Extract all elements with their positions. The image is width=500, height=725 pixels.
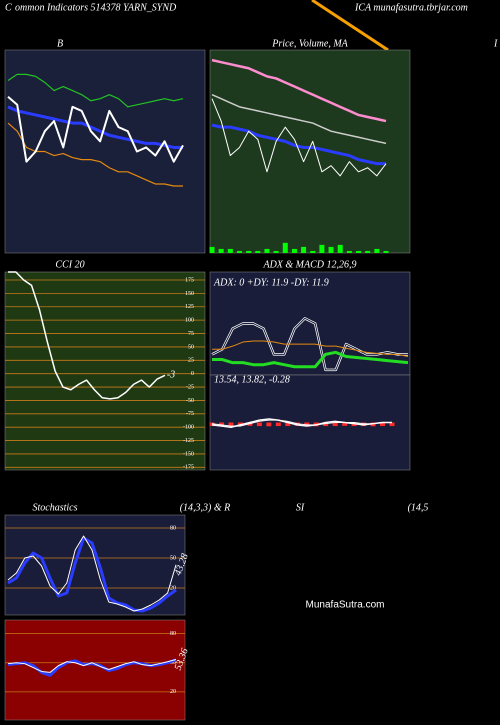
bar — [273, 250, 279, 253]
y-tick-label: -175 — [183, 465, 194, 471]
bar — [291, 248, 297, 253]
y-tick-label: -100 — [183, 425, 194, 431]
series-line — [212, 340, 409, 357]
bar — [374, 248, 380, 253]
bar — [301, 246, 307, 253]
y-tick-label: 80 — [170, 631, 176, 637]
chart-title: Price, Volume, MA — [271, 38, 348, 49]
y-tick-label: 75 — [188, 331, 194, 337]
y-tick-label: 50 — [170, 555, 176, 561]
charts: B Price, Volume, MA 175 150 125 100 75 50 25 0 -25… — [4, 38, 429, 721]
watermark: MunafaSutra.com — [306, 600, 385, 611]
bar — [328, 246, 334, 253]
y-tick-label: -50 — [186, 398, 194, 404]
bar — [218, 248, 224, 253]
series-line — [7, 95, 184, 163]
chart-title: CCI 20 — [55, 259, 84, 270]
y-tick-label: -125 — [183, 438, 194, 444]
bar — [209, 246, 215, 253]
bar — [285, 422, 291, 427]
series-line — [7, 535, 177, 612]
series-line — [211, 123, 386, 166]
bar — [256, 422, 262, 427]
series-line — [211, 98, 387, 177]
y-tick-label: -150 — [183, 451, 194, 457]
bar — [304, 422, 310, 427]
y-tick-label: 20 — [170, 689, 176, 695]
bar — [246, 250, 252, 253]
y-tick-label: 20 — [170, 585, 176, 591]
bar — [310, 250, 316, 253]
value-label: -3 — [167, 370, 175, 381]
y-tick-label: 0 — [191, 371, 194, 377]
series-line — [211, 58, 387, 123]
series-line — [211, 418, 392, 428]
y-tick-label: -25 — [186, 384, 194, 390]
bar — [346, 250, 352, 253]
bar — [255, 250, 261, 253]
series-line — [212, 350, 409, 369]
panel — [209, 49, 411, 254]
y-tick-label: 100 — [185, 318, 194, 324]
bar — [332, 422, 338, 427]
bar — [227, 248, 233, 253]
chart-title: B — [57, 38, 63, 49]
bar — [319, 244, 325, 253]
chart-title: SI — [296, 502, 305, 513]
header-right: ICA munafasutra.tbrjar.com — [354, 2, 468, 13]
chart-title: Stochastics — [33, 502, 78, 513]
y-tick-label: 50 — [188, 344, 194, 350]
bar — [342, 422, 348, 426]
panel — [4, 619, 186, 721]
y-tick-label: -75 — [186, 411, 194, 417]
header-edge: I — [493, 38, 498, 49]
bar — [218, 422, 224, 427]
y-tick-label: 150 — [185, 291, 194, 297]
decor-line — [311, 0, 389, 52]
chart-title: (14,5 — [408, 502, 429, 513]
series-line — [7, 536, 177, 613]
y-tick-label: 25 — [188, 358, 194, 364]
bar — [209, 422, 215, 427]
header-left: C — [5, 2, 12, 13]
bar — [380, 422, 386, 427]
y-tick-label: 50 — [170, 660, 176, 666]
chart-title: (14,3,3) & R — [180, 502, 231, 513]
bar — [228, 422, 234, 427]
y-tick-label: 175 — [185, 277, 194, 283]
bar — [266, 422, 272, 427]
bar — [282, 242, 288, 253]
series-line — [7, 73, 184, 108]
bar — [383, 250, 389, 253]
panel — [4, 514, 186, 616]
y-tick-label: 80 — [170, 525, 176, 531]
bar — [389, 422, 395, 427]
bar — [356, 250, 362, 253]
series-line — [7, 105, 183, 149]
bar — [264, 248, 270, 253]
y-tick-label: 125 — [185, 304, 194, 310]
bar — [323, 422, 329, 427]
bar — [275, 422, 281, 427]
series-line — [211, 419, 392, 427]
bar — [365, 250, 371, 253]
bar — [236, 250, 242, 253]
series-line — [7, 122, 183, 187]
bar — [337, 244, 343, 253]
series-line — [211, 317, 408, 371]
annotation: 13.54, 13.82, -0.28 — [214, 374, 290, 385]
header-center: ommon Indicators 514378 YARN_SYND — [15, 2, 177, 13]
chart-title: ADX & MACD 12,26,9 — [262, 259, 356, 270]
series-line — [8, 271, 166, 400]
series-line — [7, 658, 177, 673]
annotation: ADX: 0 +DY: 11.9 -DY: 11.9 — [213, 277, 329, 288]
series-line — [211, 93, 387, 145]
